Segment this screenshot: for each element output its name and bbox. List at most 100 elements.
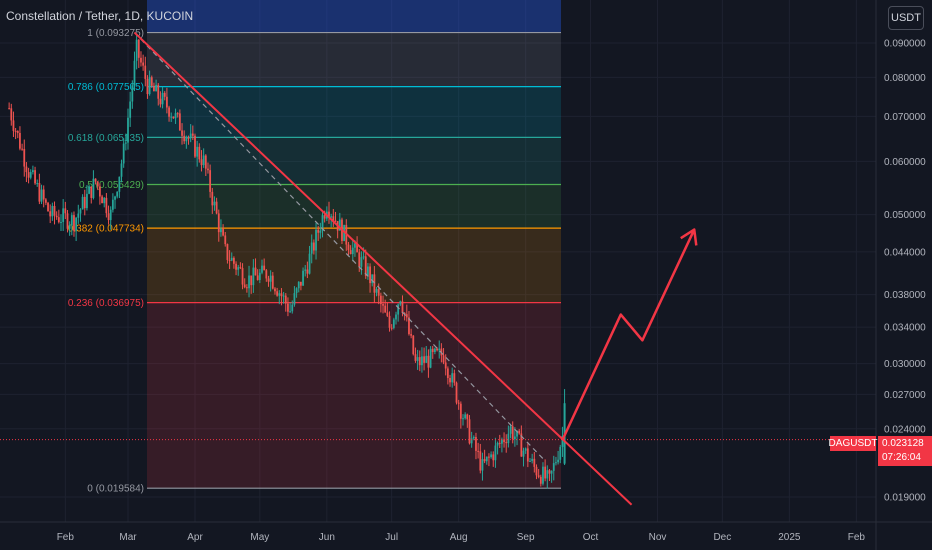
fib-band xyxy=(147,302,561,489)
candle-body xyxy=(468,419,471,444)
candle-body xyxy=(280,293,283,297)
candle-body xyxy=(297,281,300,289)
candle-body xyxy=(459,403,462,419)
candle-body xyxy=(557,459,559,463)
candle-body xyxy=(362,256,365,258)
candle-body xyxy=(462,418,464,420)
candle-body xyxy=(185,137,188,142)
candle-body xyxy=(429,348,432,368)
candle-body xyxy=(133,60,136,86)
candle-body xyxy=(77,213,80,218)
fib-level-label: 0.236 (0.036975) xyxy=(68,298,144,309)
candle-body xyxy=(57,217,60,223)
candle-body xyxy=(431,348,434,353)
candle-body xyxy=(88,186,90,194)
candle-body xyxy=(315,229,317,251)
candle-body xyxy=(114,196,116,200)
candle-body xyxy=(183,135,186,142)
candle-body xyxy=(220,228,222,233)
candle-body xyxy=(291,304,294,312)
candle-body xyxy=(32,170,34,173)
candle-body xyxy=(248,275,250,289)
candle-body xyxy=(282,295,285,297)
candle-body xyxy=(334,220,337,222)
candle-body xyxy=(47,202,49,212)
candle-body xyxy=(178,113,181,131)
candle-body xyxy=(198,146,201,160)
candle-body xyxy=(105,197,108,214)
candle-body xyxy=(92,178,95,198)
candle-body xyxy=(421,356,423,366)
candle-body xyxy=(535,466,538,476)
candle-body xyxy=(53,205,56,216)
candle-body xyxy=(243,284,246,288)
candle-body xyxy=(436,348,438,351)
fib-level-label: 0.5 (0.055429) xyxy=(79,180,144,191)
bar-countdown: 07:26:04 xyxy=(882,452,921,463)
candle-body xyxy=(213,201,216,206)
x-axis: Feb Mar Apr May Jun Jul Aug Sep Oct Nov Dec 2025 Feb xyxy=(0,521,932,543)
candle-body xyxy=(254,267,257,276)
candle-body xyxy=(265,270,268,279)
candle-body xyxy=(109,209,112,221)
candle-body xyxy=(122,143,125,164)
candle-body xyxy=(103,197,106,204)
x-tick-label: Oct xyxy=(583,532,599,543)
candle-body xyxy=(40,189,43,202)
candle-body xyxy=(386,312,389,316)
candle-body xyxy=(237,267,240,270)
fib-level-label: 1 (0.093275) xyxy=(87,28,144,39)
candle-body xyxy=(200,159,203,166)
y-axis: 0.090000 0.080000 0.070000 0.060000 0.050000… xyxy=(875,0,926,550)
candle-body xyxy=(511,426,514,440)
candle-body xyxy=(224,235,227,245)
fib-level-label: 0.786 (0.077505) xyxy=(68,82,144,93)
candle-body xyxy=(96,181,99,187)
candle-body xyxy=(176,113,179,115)
candle-body xyxy=(425,355,428,363)
candle-body xyxy=(228,259,231,261)
candle-body xyxy=(245,287,248,289)
candle-body xyxy=(120,163,123,177)
currency-selector[interactable]: USDT xyxy=(888,6,924,30)
candle-body xyxy=(75,217,78,231)
x-tick-label: Mar xyxy=(119,532,137,543)
candle-body xyxy=(168,107,170,117)
candle-body xyxy=(135,39,138,61)
candle-body xyxy=(466,414,469,420)
candle-body xyxy=(263,265,266,271)
candle-body xyxy=(62,208,65,222)
x-tick-label: Apr xyxy=(187,532,203,543)
y-tick-label: 0.090000 xyxy=(884,39,926,50)
y-tick-label: 0.024000 xyxy=(884,424,926,435)
fib-band xyxy=(147,32,561,87)
candle-body xyxy=(531,458,534,461)
candle-body xyxy=(153,85,155,92)
fib-band-extension xyxy=(147,0,561,33)
candle-body xyxy=(358,252,361,267)
candle-body xyxy=(148,77,151,95)
candle-body xyxy=(477,450,480,452)
candle-body xyxy=(211,191,214,206)
candle-body xyxy=(516,430,518,437)
candle-body xyxy=(287,303,289,312)
candle-body xyxy=(19,132,21,149)
candle-body xyxy=(312,242,315,251)
candle-body xyxy=(233,257,235,264)
candle-body xyxy=(189,133,192,139)
candle-body xyxy=(492,454,495,461)
candle-body xyxy=(271,275,274,289)
candle-body xyxy=(479,451,482,471)
candle-body xyxy=(256,275,259,281)
candle-body xyxy=(261,265,263,273)
candle-body xyxy=(166,96,168,108)
candle-body xyxy=(306,269,309,274)
candle-body xyxy=(496,442,499,446)
candle-body xyxy=(377,289,380,296)
x-tick-label: Feb xyxy=(848,532,866,543)
candle-body xyxy=(382,304,384,306)
candle-body xyxy=(392,319,395,328)
candle-body xyxy=(146,78,149,95)
x-tick-label: Sep xyxy=(517,532,535,543)
